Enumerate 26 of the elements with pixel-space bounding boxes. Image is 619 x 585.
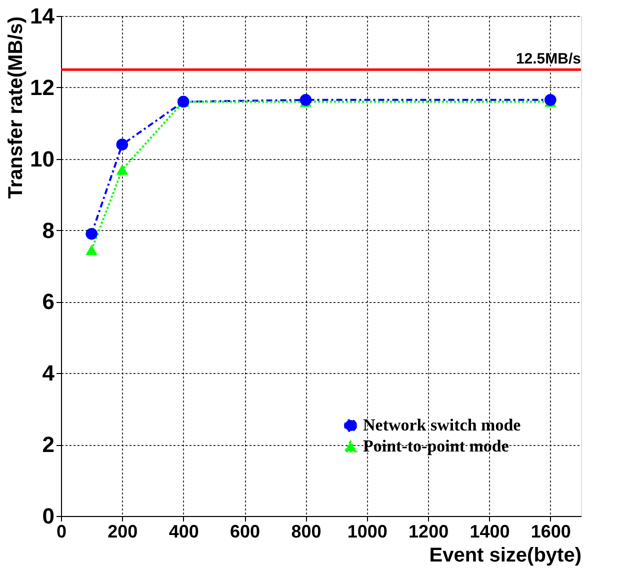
x-tick-label: 800 bbox=[291, 522, 322, 542]
point bbox=[300, 94, 312, 106]
x-axis-title: Event size(byte) bbox=[429, 544, 582, 566]
x-tick-label: 1600 bbox=[530, 522, 571, 542]
x-tick-label: 200 bbox=[108, 522, 138, 542]
y-tick-label: 4 bbox=[42, 360, 56, 386]
y-tick-label: 14 bbox=[30, 4, 56, 28]
ref-line-label: 12.5MB/s bbox=[516, 50, 581, 68]
y-tick-label: 12 bbox=[30, 74, 54, 100]
x-tick-label: 600 bbox=[230, 522, 260, 542]
legend-label: Network switch mode bbox=[363, 416, 522, 434]
y-tick-label: 8 bbox=[42, 218, 54, 243]
point bbox=[86, 228, 98, 240]
y-tick-label: 2 bbox=[42, 432, 54, 458]
x-tick-label: 1200 bbox=[408, 522, 449, 542]
legend-label: Point-to-point mode bbox=[363, 436, 510, 456]
y-tick-label: 6 bbox=[42, 289, 54, 314]
point bbox=[116, 138, 128, 150]
x-tick-label: 1000 bbox=[347, 522, 388, 542]
x-tick-label: 400 bbox=[168, 522, 199, 542]
point bbox=[86, 244, 98, 256]
x-tick-label: 1400 bbox=[470, 522, 510, 542]
y-tick-label: 10 bbox=[30, 146, 54, 172]
point bbox=[116, 164, 128, 175]
y-axis-title: Transfer rate(MB/s) bbox=[5, 16, 28, 199]
point bbox=[544, 94, 556, 106]
